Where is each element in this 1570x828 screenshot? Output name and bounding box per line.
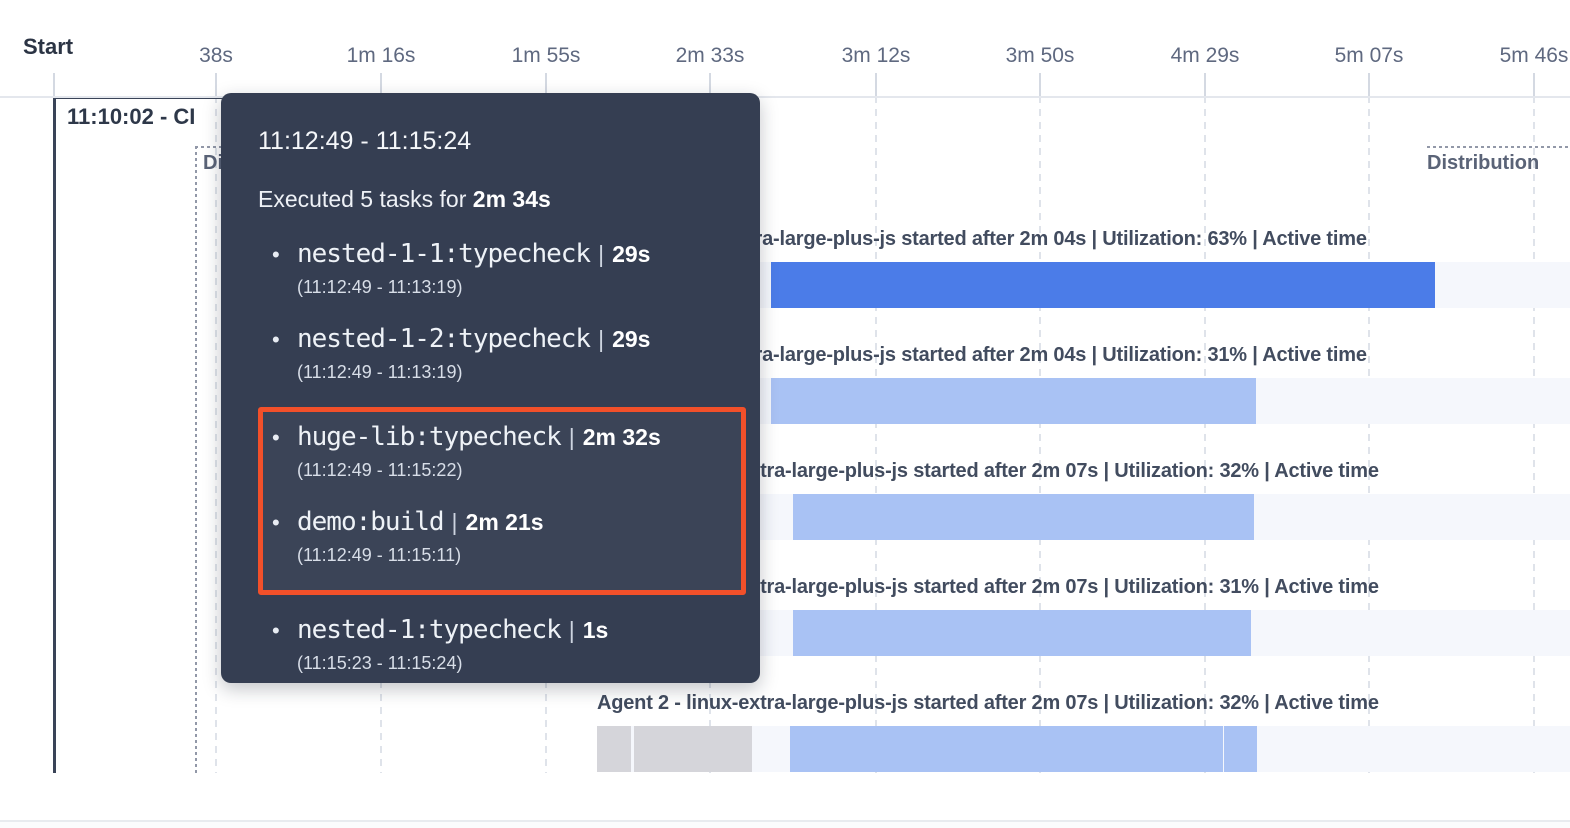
- task-name: demo:build: [297, 507, 445, 537]
- bullet-icon: •: [272, 327, 280, 352]
- gridline: [1204, 96, 1206, 773]
- bullet-icon: •: [272, 425, 280, 450]
- task-time-range: (11:12:49 - 11:15:11): [297, 545, 462, 565]
- agent-row-label: Agent 5 - linux-extra-large-plus-js star…: [597, 576, 1379, 598]
- gridline: [1533, 96, 1535, 773]
- pipeline-start-line: [53, 97, 56, 773]
- axis-tick-label: 2m 33s: [675, 44, 745, 67]
- highlighted-tasks-box: • huge-lib:typecheck | 2m 32s (11:12:49 - 11…: [258, 407, 746, 595]
- tooltip-summary-text: Executed 5 tasks for: [258, 186, 473, 212]
- axis-tick-mark: [875, 73, 877, 96]
- agent-task-bar[interactable]: [793, 494, 888, 540]
- tooltip-task-item: • nested-1:typecheck | 1s (11:15:23 - 11:15:…: [258, 613, 746, 678]
- separator: |: [451, 509, 458, 535]
- tooltip-summary-duration: 2m 34s: [472, 186, 551, 212]
- axis-tick-label: 1m 55s: [511, 44, 581, 67]
- pipeline-label: 11:10:02 - CI: [67, 104, 196, 129]
- tooltip-task-line: • nested-1-2:typecheck | 29s: [272, 322, 746, 357]
- tooltip-time-range: 11:12:49 - 11:15:24: [258, 127, 472, 155]
- task-duration: 29s: [612, 326, 651, 352]
- agent-task-bar[interactable]: [771, 262, 1435, 308]
- agent-task-bar[interactable]: [1184, 726, 1223, 772]
- tooltip-task-list: • nested-1-1:typecheck | 29s (11:12:49 - 11:…: [258, 237, 746, 678]
- axis-tick-label: 38s: [199, 44, 233, 67]
- task-name: huge-lib:typecheck: [297, 422, 562, 452]
- axis-tick-mark: [545, 73, 547, 96]
- tooltip-task-line: • nested-1-1:typecheck | 29s: [272, 237, 746, 272]
- tooltip-task-line: • demo:build | 2m 21s: [272, 505, 732, 540]
- task-name: nested-1-2:typecheck: [297, 324, 591, 354]
- task-time-range: (11:12:49 - 11:15:22): [297, 460, 463, 480]
- tooltip-task-line: • nested-1:typecheck | 1s: [272, 613, 746, 648]
- axis-tick-label: 5m 46s: [1499, 44, 1569, 67]
- agent-task-bar[interactable]: [771, 378, 904, 424]
- separator: |: [598, 326, 605, 352]
- gridline: [1039, 96, 1041, 773]
- agent-task-bar[interactable]: [1006, 726, 1195, 772]
- separator: |: [568, 424, 575, 450]
- agent-task-bar[interactable]: [880, 494, 1226, 540]
- axis-tick-mark: [709, 73, 711, 96]
- task-time-range: (11:12:49 - 11:13:19): [297, 362, 463, 382]
- agent-task-bar[interactable]: [634, 726, 752, 772]
- gridline: [1368, 96, 1370, 773]
- agent-task-bar[interactable]: [793, 610, 926, 656]
- agent-row-label: Agent 2 - linux-extra-large-plus-js star…: [597, 692, 1379, 714]
- agent-row-track: [597, 726, 1570, 772]
- bullet-icon: •: [272, 618, 280, 643]
- separator: |: [598, 241, 605, 267]
- axis-tick-label: 1m 16s: [346, 44, 416, 67]
- tooltip-task-item: • huge-lib:typecheck | 2m 32s (11:12:49 - 11…: [272, 420, 732, 485]
- task-name: nested-1-1:typecheck: [297, 239, 591, 269]
- axis-tick-mark: [1039, 73, 1041, 96]
- page-footer: [0, 822, 1570, 828]
- tooltip-task-item: • nested-1-2:typecheck | 29s (11:12:49 - 11:…: [258, 322, 746, 387]
- agent-row-label: Agent 4 - linux-extra-large-plus-js star…: [597, 460, 1379, 482]
- agent-row-label: Agent 3 - linux-extra-large-plus-js star…: [585, 344, 1367, 366]
- axis-tick-mark: [53, 73, 55, 96]
- gridline: [215, 96, 217, 773]
- bullet-icon: •: [272, 242, 280, 267]
- task-time-range: (11:15:23 - 11:15:24): [297, 653, 463, 673]
- distribution-region-top-border-right: [1427, 146, 1570, 148]
- task-duration: 29s: [612, 241, 651, 267]
- agent-task-bar[interactable]: [1218, 494, 1254, 540]
- agent-row-label: Agent 1 - linux-extra-large-plus-js star…: [585, 228, 1367, 250]
- gridline: [875, 96, 877, 773]
- axis-tick-mark: [1533, 73, 1535, 96]
- distribution-region-left-border: [195, 146, 197, 773]
- axis-tick-label: 5m 07s: [1334, 44, 1404, 67]
- agent-task-bar[interactable]: [1208, 378, 1256, 424]
- agent-task-bar[interactable]: [918, 610, 1251, 656]
- timeline-axis: Start 38s 1m 16s 1m 55s 2m 33s 3m 12s 3m 50s 4…: [0, 0, 1570, 98]
- bullet-icon: •: [272, 510, 280, 535]
- distribution-region-label-right: Distribution: [1427, 152, 1540, 174]
- task-duration: 2m 32s: [582, 424, 661, 450]
- agent-task-bar[interactable]: [1224, 726, 1257, 772]
- tooltip-task-line: • huge-lib:typecheck | 2m 32s: [272, 420, 732, 455]
- separator: |: [568, 617, 575, 643]
- axis-tick-label: 3m 12s: [841, 44, 911, 67]
- tooltip-task-item: • nested-1-1:typecheck | 29s (11:12:49 - 11:…: [258, 237, 746, 302]
- tooltip-summary: Executed 5 tasks for 2m 34s: [258, 183, 746, 215]
- axis-tick-mark: [215, 73, 217, 96]
- axis-tick-label: 3m 50s: [1005, 44, 1075, 67]
- agent-tooltip: 11:12:49 - 11:15:24 Executed 5 tasks for…: [221, 93, 760, 683]
- axis-start-label: Start: [23, 34, 74, 59]
- task-name: nested-1:typecheck: [297, 615, 562, 645]
- task-time-range: (11:12:49 - 11:13:19): [297, 277, 463, 297]
- distribution-region-label-left: Di: [203, 152, 223, 174]
- task-duration: 2m 21s: [465, 509, 544, 535]
- axis-tick-label: 4m 29s: [1170, 44, 1240, 67]
- tooltip-task-item: • demo:build | 2m 21s (11:12:49 - 11:15:11): [272, 505, 732, 570]
- chart-area: 11:10:02 - CI Di Distribution Agent 1 - …: [0, 96, 1570, 773]
- agent-task-bar[interactable]: [790, 726, 1013, 772]
- agent-task-bar[interactable]: [597, 726, 631, 772]
- task-duration: 1s: [582, 617, 609, 643]
- axis-tick-mark: [1204, 73, 1206, 96]
- axis-tick-mark: [1368, 73, 1370, 96]
- bottom-divider: [0, 820, 1570, 822]
- axis-tick-mark: [380, 73, 382, 96]
